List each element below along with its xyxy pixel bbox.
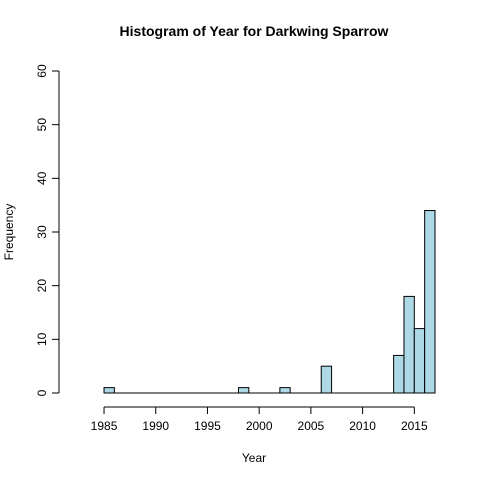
- histogram-bar-2006: [320, 365, 333, 394]
- y-axis: 0 10 20 30 40 50 60: [35, 64, 60, 396]
- chart-title: Histogram of Year for Darkwing Sparrow: [120, 23, 389, 39]
- histogram-bar-2013: [393, 354, 405, 394]
- x-tick-label-1985: 1985: [91, 419, 118, 433]
- x-tick-label-2005: 2005: [298, 419, 325, 433]
- y-tick-label-30: 30: [35, 225, 49, 239]
- histogram-bar-2016: [424, 210, 436, 394]
- histogram-bars: [103, 210, 436, 394]
- y-tick-label-10: 10: [35, 332, 49, 346]
- x-tick-label-2000: 2000: [246, 419, 273, 433]
- x-axis-label: Year: [242, 451, 266, 465]
- y-tick-label-60: 60: [35, 64, 49, 78]
- y-tick-label-50: 50: [35, 118, 49, 132]
- histogram-bar-1985: [103, 387, 115, 394]
- histogram-bar-2015: [413, 328, 426, 394]
- x-tick-label-2010: 2010: [349, 419, 376, 433]
- histogram-bar-2014: [403, 295, 415, 394]
- x-tick-label-1995: 1995: [194, 419, 221, 433]
- x-tick-label-2015: 2015: [401, 419, 428, 433]
- x-axis: 1985 1990 1995 2000 2005 2010 2015: [91, 406, 428, 433]
- histogram-bar-2002: [279, 387, 291, 394]
- y-axis-label: Frequency: [2, 204, 16, 261]
- x-tick-label-1990: 1990: [142, 419, 169, 433]
- histogram-bar-1998: [237, 387, 250, 394]
- y-tick-label-40: 40: [35, 171, 49, 185]
- y-tick-label-20: 20: [35, 279, 49, 293]
- y-tick-label-0: 0: [35, 389, 49, 396]
